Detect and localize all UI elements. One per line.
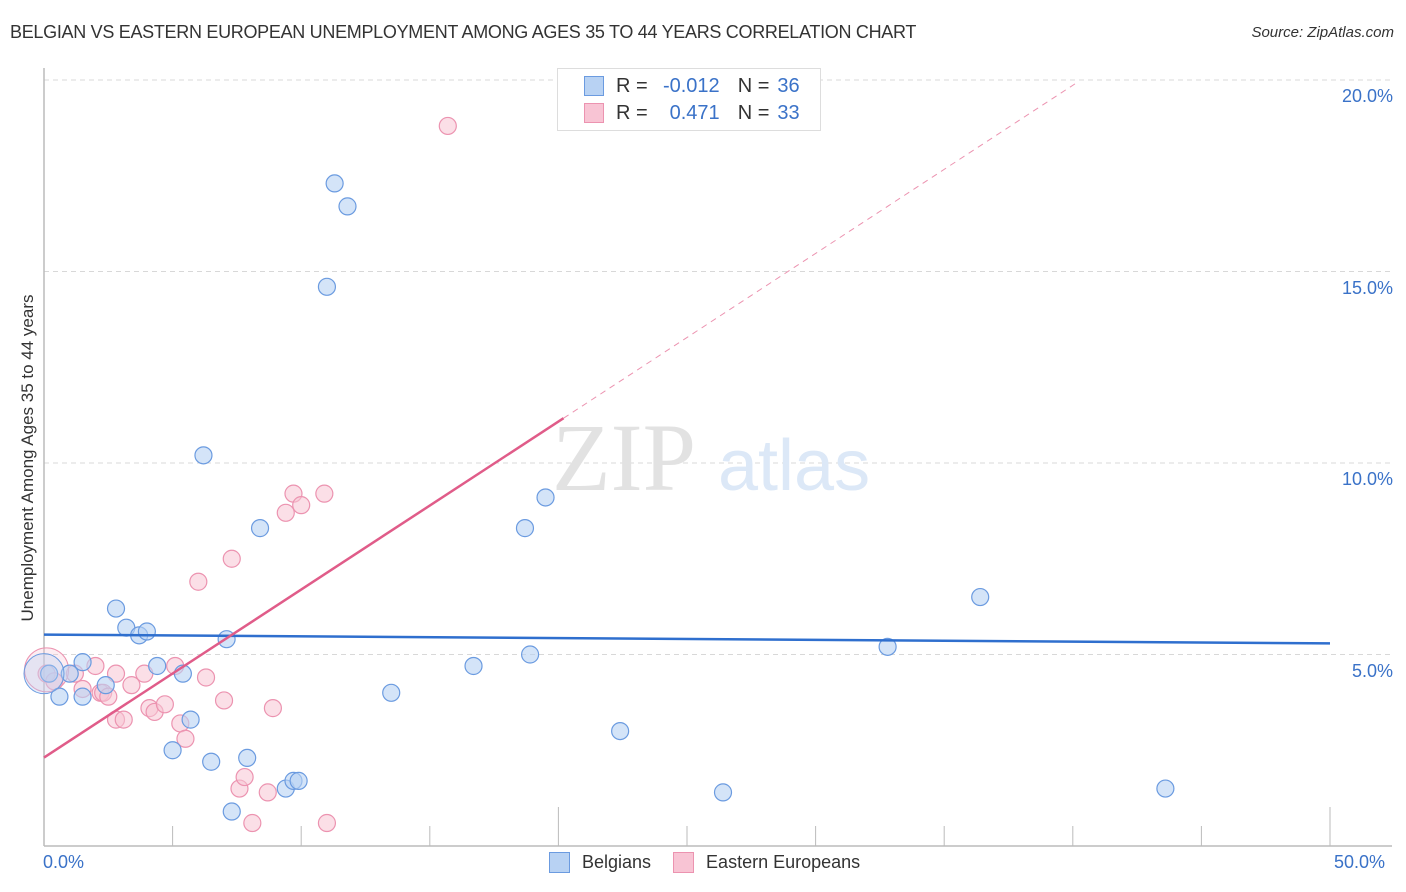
eastern-point [106,664,126,683]
eastern-point [263,699,283,718]
belgian-point [325,174,344,193]
eastern-point [155,695,174,714]
n-label: N = [737,74,770,97]
belgian-point [464,656,483,676]
belgian-point [148,656,167,676]
belgian-point [238,748,257,768]
eastern-point [292,496,311,515]
eastern-trend-line [43,417,565,759]
stats-legend: R = -0.012 N = 36 R = 0.471 N = 33 [557,68,821,131]
belgian-point [137,622,156,641]
y-tick-label: 20.0% [1341,86,1393,106]
gridlines [44,79,1392,655]
belgian-point [163,741,182,760]
eastern-trend-extension [563,81,1079,419]
eastern-point [235,767,254,787]
legend-item-eastern[interactable]: Eastern Europeans [673,852,860,873]
eastern-point [222,549,241,568]
legend-item-belgians[interactable]: Belgians [549,852,651,873]
legend-row-eastern: R = 0.471 N = 33 [584,100,800,126]
eastern-point [276,503,295,522]
belgian-point [50,687,69,706]
belgian-point [73,687,92,706]
eastern-point [214,691,234,710]
n-label: N = [737,101,770,124]
belgian-point [73,653,92,672]
eastern-point [114,710,133,729]
belgian-point [202,752,221,771]
watermark-zip: ZIP [552,404,696,511]
belgian-point [515,519,535,538]
eastern-point [317,813,337,833]
eastern-swatch [584,103,604,123]
belgian-point [106,599,126,618]
r-value: -0.012 [662,74,720,97]
eastern-label: Eastern Europeans [706,852,861,872]
y-tick-label: 5.0% [1351,660,1393,681]
belgian-point [971,587,990,607]
eastern-point [243,813,262,833]
r-label: R = [616,101,648,124]
belgian-point [289,771,308,790]
x-max-label: 50.0% [1334,852,1386,872]
series-legend: Belgians Eastern Europeans [549,852,882,873]
belgian-point [60,664,79,683]
belgians-trend-line [43,633,1331,645]
axes [43,68,1392,847]
belgians-swatch [584,76,604,96]
belgian-point [611,721,630,741]
belgian-point [713,783,733,802]
belgian-point-large [23,653,65,695]
y-tick-label: 15.0% [1341,277,1393,298]
belgian-point [521,645,540,664]
r-label: R = [616,74,648,97]
belgian-point [338,197,357,216]
belgian-point [194,446,213,465]
eastern-point [438,116,457,136]
chart-title: BELGIAN VS EASTERN EUROPEAN UNEMPLOYMENT… [10,22,917,42]
belgians-swatch [549,852,570,873]
legend-row-belgians: R = -0.012 N = 36 [584,73,800,99]
belgian-point [536,488,555,507]
belgian-point [96,676,115,695]
eastern-point [176,729,195,748]
watermark-atlas: atlas [718,426,870,506]
belgian-point [40,664,59,683]
eastern-point [196,668,216,687]
trend-lines [43,81,1331,759]
belgians-label: Belgians [582,852,652,872]
belgians-points [23,174,1175,821]
x-min-label: 0.0% [43,852,85,872]
eastern-point [315,484,334,503]
eastern-point [258,783,277,802]
n-value: 33 [777,101,800,124]
r-value: 0.471 [669,101,720,124]
belgian-point [222,802,241,821]
eastern-point [122,676,141,695]
eastern-europeans-points [24,116,457,833]
belgian-point [878,637,897,656]
belgian-point [382,683,401,702]
source-credit: Source: ZipAtlas.com [1251,24,1394,41]
y-tick-label: 10.0% [1341,469,1393,489]
n-value: 36 [777,74,800,97]
eastern-swatch [673,852,695,873]
watermark: ZIP atlas [552,404,870,511]
belgian-point [1156,779,1175,798]
belgian-point [181,710,200,729]
eastern-point [189,572,208,591]
belgian-point [250,519,270,538]
belgian-point [317,277,337,296]
